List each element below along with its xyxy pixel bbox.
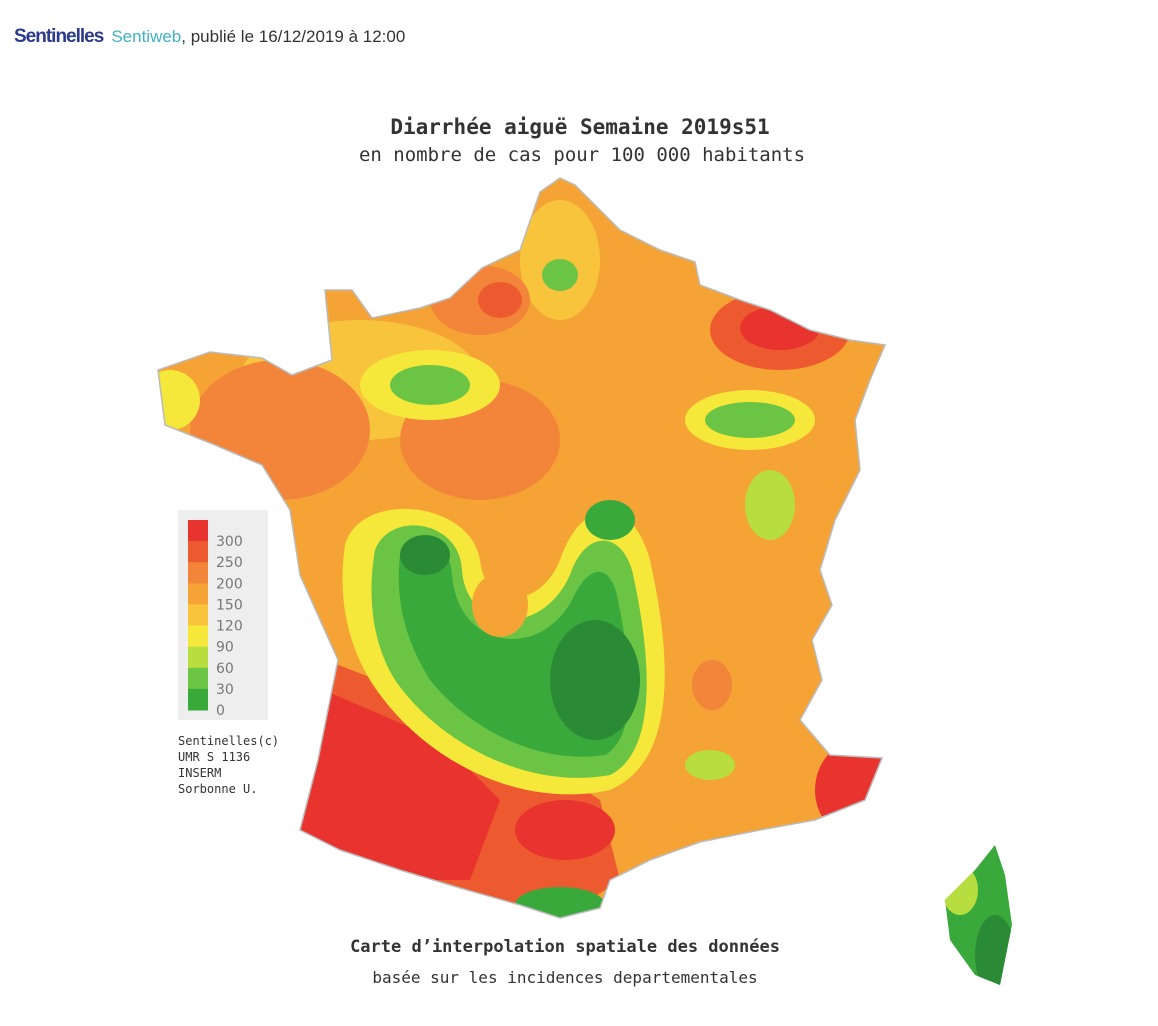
credit-line: Sentinelles(c) <box>178 734 279 748</box>
map-title: Diarrhée aiguë Semaine 2019s51 <box>390 115 769 139</box>
legend-swatch <box>188 667 208 690</box>
map-caption: Carte d’interpolation spatiale des donné… <box>350 937 780 957</box>
legend-label: 30 <box>216 682 234 698</box>
map-caption-sub: basée sur les incidences departementales <box>372 968 757 987</box>
credit-line: INSERM <box>178 766 221 780</box>
legend-swatch <box>188 604 208 627</box>
legend-swatch <box>188 625 208 648</box>
legend-swatch <box>188 520 208 542</box>
legend-swatch <box>188 688 208 711</box>
legend-label: 0 <box>216 703 225 719</box>
legend-label: 90 <box>216 640 234 656</box>
legend-label: 300 <box>216 534 243 550</box>
publish-date: , publié le 16/12/2019 à 12:00 <box>181 27 406 46</box>
map-subtitle: en nombre de cas pour 100 000 habitants <box>359 144 805 166</box>
credits: Sentinelles(c) UMR S 1136 INSERM Sorbonne U… <box>178 734 279 796</box>
legend-swatch <box>188 562 208 584</box>
header: Sentinelles Sentiweb, publié le 16/12/201… <box>14 26 405 48</box>
legend-swatch <box>188 646 208 669</box>
legend-label: 200 <box>216 576 243 592</box>
sentiweb-link[interactable]: Sentiweb <box>111 27 182 46</box>
legend-label: 150 <box>216 597 243 613</box>
logo[interactable]: Sentinelles <box>14 26 104 47</box>
credit-line: Sorbonne U. <box>178 782 257 796</box>
legend-swatch <box>188 583 208 605</box>
legend-label: 250 <box>216 555 243 571</box>
legend-label: 60 <box>216 661 234 677</box>
legend-swatch <box>188 541 208 563</box>
corsica-heatmap <box>945 845 1012 985</box>
legend-label: 120 <box>216 619 243 635</box>
france-outline <box>157 177 887 919</box>
credit-line: UMR S 1136 <box>178 750 250 764</box>
